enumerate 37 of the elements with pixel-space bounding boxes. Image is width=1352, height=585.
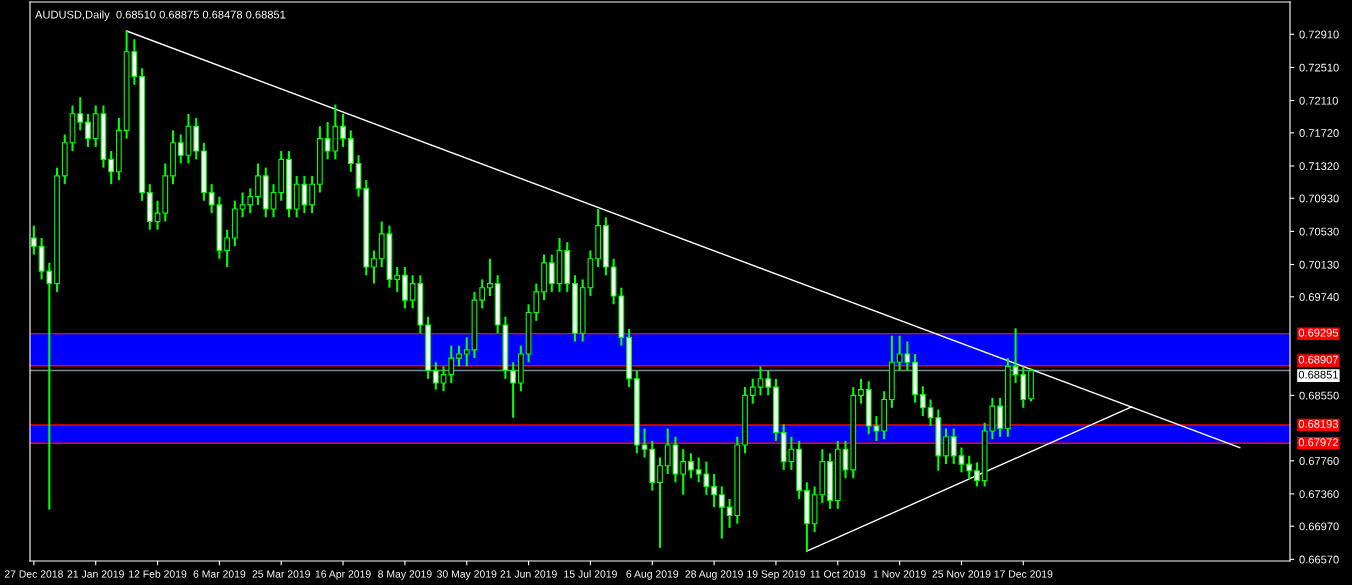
x-tick-label: 6 Aug 2019 bbox=[626, 570, 679, 580]
y-tick-label: 0.72510 bbox=[1299, 63, 1339, 72]
x-tick-label: 27 Dec 2018 bbox=[4, 570, 63, 578]
x-tick-label: 25 Nov 2019 bbox=[932, 570, 991, 578]
y-tick-label: 0.70530 bbox=[1299, 227, 1339, 236]
x-tick-label: 16 Apr 2019 bbox=[315, 570, 371, 580]
x-tick-label: 6 Mar 2019 bbox=[193, 570, 246, 578]
x-tick-label: 25 Mar 2019 bbox=[252, 570, 310, 578]
x-tick-label: 1 Nov 2019 bbox=[873, 570, 926, 578]
y-tick-label: 0.72910 bbox=[1299, 30, 1339, 39]
x-tick-label: 15 Jul 2019 bbox=[564, 570, 617, 578]
ref-line-label: 0.68193 bbox=[1298, 420, 1339, 428]
x-tick-label: 11 Oct 2019 bbox=[810, 570, 866, 578]
y-tick-label: 0.71720 bbox=[1299, 129, 1339, 137]
x-tick-label: 30 May 2019 bbox=[437, 570, 497, 580]
y-tick-label: 0.66570 bbox=[1299, 555, 1339, 564]
text: AUDUSD,Daily 0.68510 0.68875 0.68478 0.68851 bbox=[35, 10, 286, 21]
y-tick-label: 0.68550 bbox=[1299, 391, 1339, 400]
y-tick-label: 0.69740 bbox=[1299, 293, 1339, 301]
y-tick-label: 0.72110 bbox=[1299, 96, 1338, 105]
y-tick-label: 0.70930 bbox=[1299, 194, 1339, 203]
y-tick-label: 0.67760 bbox=[1299, 457, 1339, 465]
ref-line-label: 0.67972 bbox=[1298, 438, 1338, 447]
x-tick-label: 28 Aug 2019 bbox=[685, 570, 743, 580]
y-tick-label: 0.67360 bbox=[1299, 490, 1339, 499]
y-tick-label: 0.70130 bbox=[1299, 260, 1339, 269]
x-tick-label: 19 Sep 2019 bbox=[747, 570, 805, 580]
y-tick-label: 0.71320 bbox=[1299, 162, 1339, 171]
y-tick-label: 0.66970 bbox=[1299, 522, 1339, 531]
ref-line-label: 0.68851 bbox=[1298, 370, 1338, 379]
ref-line-label: 0.68907 bbox=[1298, 355, 1338, 364]
ref-line-label: 0.69295 bbox=[1298, 328, 1339, 337]
x-tick-label: 21 Jun 2019 bbox=[500, 570, 557, 578]
x-tick-label: 8 May 2019 bbox=[378, 570, 432, 580]
x-tick-label: 12 Feb 2019 bbox=[129, 570, 187, 578]
x-tick-label: 21 Jan 2019 bbox=[67, 570, 124, 578]
x-tick-label: 17 Dec 2019 bbox=[994, 570, 1053, 578]
